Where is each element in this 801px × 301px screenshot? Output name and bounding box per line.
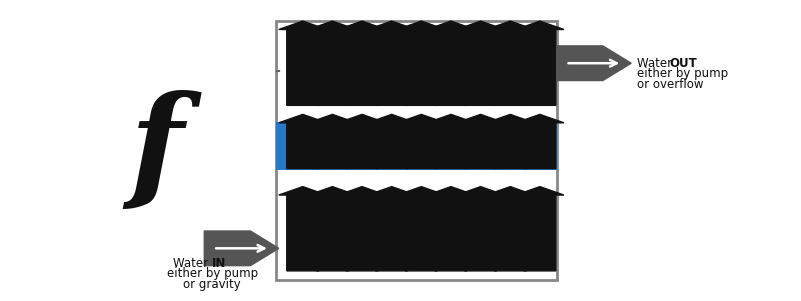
FancyArrow shape <box>308 187 356 271</box>
FancyArrow shape <box>557 46 631 80</box>
Text: IN: IN <box>212 257 227 270</box>
FancyArrow shape <box>427 114 475 169</box>
FancyArrow shape <box>338 114 386 169</box>
Text: Water: Water <box>173 257 212 270</box>
FancyArrow shape <box>457 114 505 169</box>
FancyArrow shape <box>368 21 416 105</box>
FancyArrow shape <box>486 187 534 271</box>
FancyArrow shape <box>516 21 564 105</box>
FancyArrow shape <box>308 21 356 105</box>
FancyArrow shape <box>279 21 327 105</box>
Text: f: f <box>129 90 183 211</box>
FancyArrow shape <box>486 21 534 105</box>
FancyArrow shape <box>368 114 416 169</box>
FancyArrow shape <box>427 187 475 271</box>
FancyArrow shape <box>338 21 386 105</box>
FancyArrow shape <box>457 21 505 105</box>
Text: or gravity: or gravity <box>183 278 241 291</box>
FancyArrow shape <box>338 187 386 271</box>
Text: either by pump: either by pump <box>167 267 258 280</box>
Text: OUT: OUT <box>670 57 698 70</box>
Text: or overflow: or overflow <box>637 78 703 91</box>
FancyArrow shape <box>279 114 327 169</box>
FancyArrow shape <box>279 187 327 271</box>
Bar <box>276 122 557 170</box>
FancyArrow shape <box>457 187 505 271</box>
FancyArrow shape <box>516 187 564 271</box>
FancyArrow shape <box>397 114 445 169</box>
Text: either by pump: either by pump <box>637 67 728 80</box>
FancyArrow shape <box>516 114 564 169</box>
FancyArrow shape <box>427 21 475 105</box>
FancyArrow shape <box>204 231 279 265</box>
Bar <box>276 21 557 280</box>
FancyArrow shape <box>486 114 534 169</box>
FancyArrow shape <box>397 187 445 271</box>
Text: Water: Water <box>637 57 676 70</box>
FancyArrow shape <box>308 114 356 169</box>
FancyArrow shape <box>368 187 416 271</box>
FancyArrow shape <box>397 21 445 105</box>
